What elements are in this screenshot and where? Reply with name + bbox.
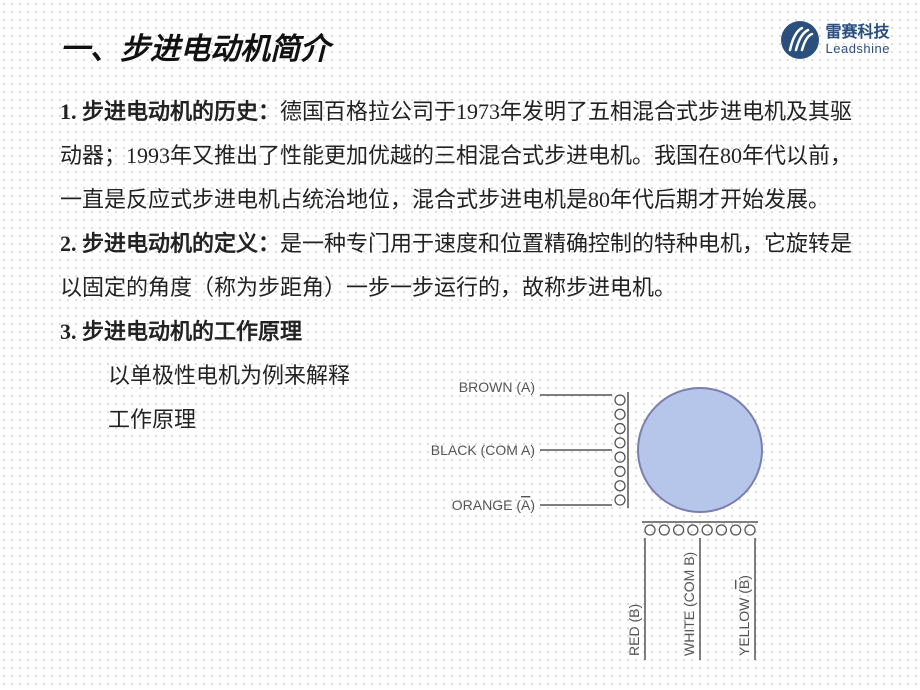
point-3: 3. 步进电动机的工作原理	[60, 310, 860, 354]
svg-text:ORANGE (A): ORANGE (A)	[452, 497, 535, 513]
slide-title: 一、步进电动机简介	[60, 24, 330, 68]
svg-text:BROWN (A): BROWN (A)	[459, 380, 535, 395]
brand-logo-cn: 雷赛科技	[826, 24, 891, 42]
brand-logo-icon	[780, 20, 820, 60]
point-2: 2. 步进电动机的定义：是一种专门用于速度和位置精确控制的特种电机，它旋转是以固…	[60, 222, 860, 310]
brand-logo: 雷赛科技 Leadshine	[780, 20, 891, 60]
point-2-head: 2. 步进电动机的定义：	[60, 231, 280, 256]
point-3-head: 3. 步进电动机的工作原理	[60, 319, 302, 344]
svg-text:BLACK (COM A): BLACK (COM A)	[431, 442, 535, 458]
brand-logo-text: 雷赛科技 Leadshine	[826, 24, 891, 56]
point-1-head: 1. 步进电动机的历史：	[60, 99, 280, 124]
motor-diagram: BROWN (A) BLACK (COM A) ORANGE (A) RED (B) W…	[430, 380, 810, 680]
point-1: 1. 步进电动机的历史：德国百格拉公司于1973年发明了五相混合式步进电机及其驱…	[60, 90, 860, 222]
brand-logo-en: Leadshine	[826, 42, 891, 56]
svg-text:RED (B): RED (B)	[626, 604, 642, 656]
svg-text:YELLOW (B): YELLOW (B)	[736, 575, 752, 656]
svg-text:WHITE (COM B): WHITE (COM B)	[681, 552, 697, 656]
